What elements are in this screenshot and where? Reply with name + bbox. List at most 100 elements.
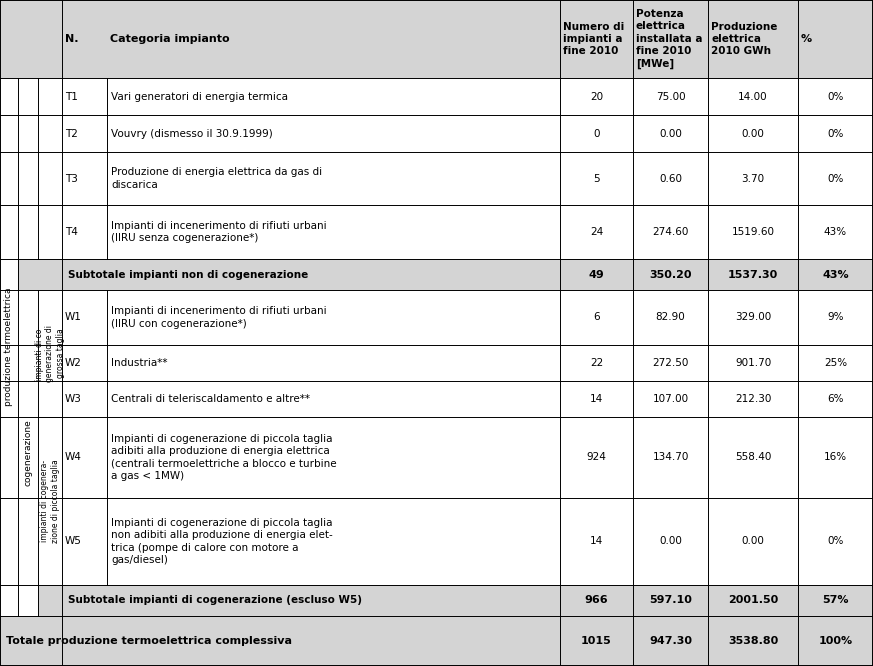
Text: impianti di cogenera-
zione di piccola taglia: impianti di cogenera- zione di piccola t…	[40, 459, 59, 543]
Bar	[0, 78, 18, 616]
Text: 14.00: 14.00	[739, 92, 768, 102]
Text: 0: 0	[594, 129, 600, 139]
Bar	[62, 585, 560, 616]
Bar	[798, 417, 873, 498]
Text: Subtotale impianti non di cogenerazione: Subtotale impianti non di cogenerazione	[68, 270, 308, 280]
Bar	[708, 585, 798, 616]
Bar	[107, 498, 560, 585]
Bar	[107, 153, 560, 204]
Bar	[633, 616, 708, 666]
Bar	[708, 417, 798, 498]
Text: 5: 5	[593, 174, 600, 184]
Bar	[633, 417, 708, 498]
Text: 14: 14	[590, 536, 603, 546]
Bar	[62, 381, 107, 417]
Text: 329.00: 329.00	[735, 312, 771, 322]
Text: 9%: 9%	[828, 312, 843, 322]
Text: 107.00: 107.00	[652, 394, 689, 404]
Bar	[38, 115, 62, 153]
Bar	[560, 78, 633, 115]
Bar	[560, 616, 633, 666]
Bar	[62, 0, 107, 78]
Bar	[107, 290, 560, 345]
Bar	[560, 115, 633, 153]
Text: W3: W3	[65, 394, 82, 404]
Bar	[708, 153, 798, 204]
Text: Impianti di incenerimento di rifiuti urbani
(IIRU senza cogenerazione*): Impianti di incenerimento di rifiuti urb…	[111, 221, 327, 243]
Bar	[62, 153, 107, 204]
Bar	[560, 345, 633, 381]
Text: 16%: 16%	[824, 452, 847, 462]
Text: W1: W1	[65, 312, 82, 322]
Text: 0%: 0%	[828, 174, 843, 184]
Text: 134.70: 134.70	[652, 452, 689, 462]
Text: Impianti di cogenerazione di piccola taglia
non adibiti alla produzione di energ: Impianti di cogenerazione di piccola tag…	[111, 517, 333, 565]
Text: 82.90: 82.90	[656, 312, 685, 322]
Text: Industria**: Industria**	[111, 358, 168, 368]
Bar	[0, 0, 873, 78]
Bar	[18, 260, 62, 290]
Bar	[62, 78, 107, 115]
Text: impianti di co-
generazione di
grossa taglia: impianti di co- generazione di grossa ta…	[35, 325, 65, 382]
Bar	[633, 260, 708, 290]
Bar	[798, 115, 873, 153]
Text: 22: 22	[590, 358, 603, 368]
Bar	[107, 417, 560, 498]
Bar	[62, 498, 107, 585]
Bar	[18, 78, 38, 115]
Text: 1537.30: 1537.30	[728, 270, 778, 280]
Text: 3.70: 3.70	[741, 174, 765, 184]
Bar	[708, 498, 798, 585]
Bar	[107, 78, 560, 115]
Text: 57%: 57%	[822, 595, 849, 605]
Bar	[38, 417, 62, 585]
Bar	[798, 290, 873, 345]
Bar	[633, 585, 708, 616]
Text: Vari generatori di energia termica: Vari generatori di energia termica	[111, 92, 288, 102]
Text: 43%: 43%	[824, 227, 847, 237]
Bar	[633, 498, 708, 585]
Text: 0.00: 0.00	[741, 129, 765, 139]
Text: 0.00: 0.00	[659, 536, 682, 546]
Text: 947.30: 947.30	[649, 636, 692, 646]
Bar	[560, 417, 633, 498]
Bar	[633, 78, 708, 115]
Bar	[107, 381, 560, 417]
Text: 901.70: 901.70	[735, 358, 771, 368]
Text: 558.40: 558.40	[735, 452, 771, 462]
Bar	[708, 78, 798, 115]
Bar	[38, 153, 62, 204]
Bar	[798, 0, 873, 78]
Bar	[798, 381, 873, 417]
Bar	[18, 153, 38, 204]
Bar	[18, 290, 38, 616]
Text: T1: T1	[65, 92, 78, 102]
Bar	[107, 115, 560, 153]
Bar	[633, 345, 708, 381]
Text: Impianti di incenerimento di rifiuti urbani
(IIRU con cogenerazione*): Impianti di incenerimento di rifiuti urb…	[111, 306, 327, 328]
Bar	[62, 115, 107, 153]
Bar	[107, 0, 560, 78]
Bar	[62, 417, 107, 498]
Text: 25%: 25%	[824, 358, 847, 368]
Bar	[633, 153, 708, 204]
Bar	[560, 260, 633, 290]
Text: 1015: 1015	[581, 636, 612, 646]
Text: 0%: 0%	[828, 536, 843, 546]
Text: 274.60: 274.60	[652, 227, 689, 237]
Bar	[708, 115, 798, 153]
Text: 212.30: 212.30	[735, 394, 771, 404]
Bar	[38, 585, 62, 616]
Bar	[107, 345, 560, 381]
Text: W5: W5	[65, 536, 82, 546]
Bar	[560, 290, 633, 345]
Bar	[633, 290, 708, 345]
Bar	[798, 204, 873, 260]
Bar	[798, 585, 873, 616]
Bar	[708, 345, 798, 381]
Text: %: %	[801, 34, 812, 44]
Bar	[708, 616, 798, 666]
Text: Subtotale impianti di cogenerazione (escluso W5): Subtotale impianti di cogenerazione (esc…	[68, 595, 362, 605]
Text: T3: T3	[65, 174, 78, 184]
Text: 75.00: 75.00	[656, 92, 685, 102]
